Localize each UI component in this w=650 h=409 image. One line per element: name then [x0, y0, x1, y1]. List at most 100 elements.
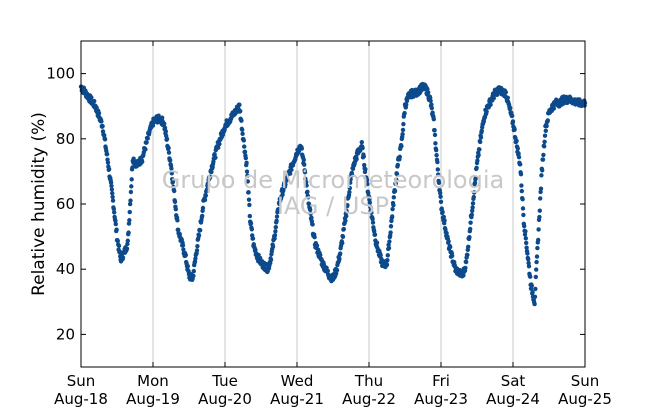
- data-point-0-1160: [542, 139, 547, 144]
- data-point-0-1090: [514, 138, 519, 144]
- data-point-0-1156: [540, 157, 546, 162]
- data-point-0-875: [428, 98, 433, 104]
- data-point-0-1113: [523, 236, 528, 241]
- data-point-0-957: [461, 273, 466, 278]
- data-point-0-967: [465, 252, 470, 258]
- data-point-0-116: [125, 241, 130, 247]
- data-point-0-892: [435, 159, 440, 165]
- data-point-0-65: [104, 151, 110, 157]
- data-point-0-95: [116, 243, 122, 248]
- data-point-0-209: [162, 121, 167, 126]
- x-tick-date-2: Aug-20: [198, 390, 252, 408]
- y-axis-ticks: 20 40 60 80 100: [46, 65, 585, 343]
- data-point-0-577: [309, 215, 314, 220]
- data-point-0-901: [438, 199, 444, 205]
- data-point-0-335: [212, 152, 217, 157]
- data-point-0-1154: [540, 168, 545, 173]
- data-point-0-304: [200, 213, 205, 219]
- data-point-0-123: [127, 201, 133, 207]
- y-tick-label-2: 60: [56, 195, 75, 213]
- data-point-0-980: [470, 205, 475, 210]
- data-point-0-256: [180, 243, 186, 248]
- data-point-0-512: [283, 182, 288, 187]
- x-tick-date-1: Aug-19: [126, 390, 180, 408]
- data-point-0-1147: [537, 214, 542, 220]
- data-point-0-1148: [537, 208, 542, 213]
- data-point-0-726: [368, 206, 374, 211]
- data-point-0-736: [372, 232, 378, 237]
- data-point-0-878: [429, 105, 434, 111]
- data-point-0-287: [193, 256, 198, 261]
- data-point-0-574: [308, 207, 313, 212]
- data-point-0-798: [397, 154, 402, 160]
- data-point-0-1099: [518, 162, 523, 167]
- data-point-0-924: [448, 244, 453, 250]
- data-point-0-507: [281, 187, 286, 193]
- data-point-0-1165: [544, 123, 549, 129]
- data-point-0-984: [472, 190, 477, 195]
- data-point-0-1095: [516, 151, 521, 156]
- data-point-0-282: [191, 273, 196, 279]
- data-point-0-972: [467, 234, 472, 240]
- data-point-0-231: [170, 179, 176, 184]
- data-point-0-242: [175, 218, 180, 223]
- data-point-0-1074: [508, 105, 513, 111]
- data-point-0-575: [308, 211, 313, 216]
- data-point-0-727: [369, 210, 374, 215]
- data-point-0-599: [318, 252, 323, 258]
- data-point-0-1101: [518, 172, 524, 177]
- data-point-0-1151: [538, 186, 544, 191]
- data-point-0-558: [301, 157, 306, 162]
- data-point-0-75: [108, 180, 114, 185]
- data-point-0-121: [127, 218, 132, 223]
- data-point-0-990: [474, 165, 479, 171]
- data-point-0-89: [114, 227, 119, 232]
- data-point-0-741: [374, 240, 380, 245]
- data-point-0-168: [145, 136, 150, 141]
- data-point-0-1117: [525, 251, 530, 256]
- data-point-0-409: [242, 144, 247, 149]
- data-point-0-658: [341, 226, 346, 232]
- data-point-0-1103: [519, 188, 524, 194]
- data-point-0-662: [343, 218, 348, 223]
- x-tick-day-3: Wed: [281, 372, 314, 390]
- data-point-0-79: [110, 194, 115, 200]
- data-point-0-641: [334, 267, 340, 273]
- data-point-0-1168: [545, 118, 550, 123]
- data-point-0-316: [204, 187, 210, 192]
- data-point-0-883: [431, 117, 436, 122]
- data-point-0-491: [274, 214, 280, 219]
- data-point-0-1015: [484, 109, 489, 114]
- data-point-0-806: [400, 127, 406, 133]
- x-tick-date-0: Aug-18: [54, 390, 108, 408]
- data-point-0-1115: [524, 245, 529, 250]
- data-point-0-45: [96, 111, 102, 116]
- data-point-0-1107: [521, 212, 526, 218]
- data-point-0-129: [130, 165, 135, 170]
- data-point-0-422: [247, 202, 252, 208]
- watermark-line-1: Grupo de Micrometeorologia: [162, 166, 504, 194]
- data-point-0-1102: [519, 183, 524, 188]
- data-point-0-1138: [533, 274, 538, 280]
- data-point-0-399: [238, 108, 243, 114]
- data-point-0-127: [129, 177, 134, 182]
- data-point-0-1068: [505, 95, 510, 101]
- data-point-0-78: [110, 191, 115, 196]
- data-point-0-805: [400, 132, 405, 137]
- data-point-0-60: [102, 137, 108, 142]
- data-point-0-1159: [542, 144, 547, 149]
- data-point-0-899: [438, 190, 443, 196]
- data-point-0-257: [181, 247, 186, 252]
- data-point-0-117: [125, 238, 130, 243]
- data-point-0-779: [390, 214, 395, 219]
- data-point-0-263: [183, 252, 188, 258]
- data-point-0-788: [393, 181, 398, 186]
- data-point-0-1121: [526, 264, 532, 269]
- y-tick-label-3: 80: [56, 130, 75, 148]
- data-point-0-679: [350, 172, 355, 178]
- data-point-0-228: [169, 171, 174, 176]
- data-point-0-1085: [512, 127, 517, 132]
- data-point-0-896: [436, 180, 442, 186]
- data-point-0-1096: [516, 154, 522, 160]
- data-point-0-889: [434, 147, 439, 153]
